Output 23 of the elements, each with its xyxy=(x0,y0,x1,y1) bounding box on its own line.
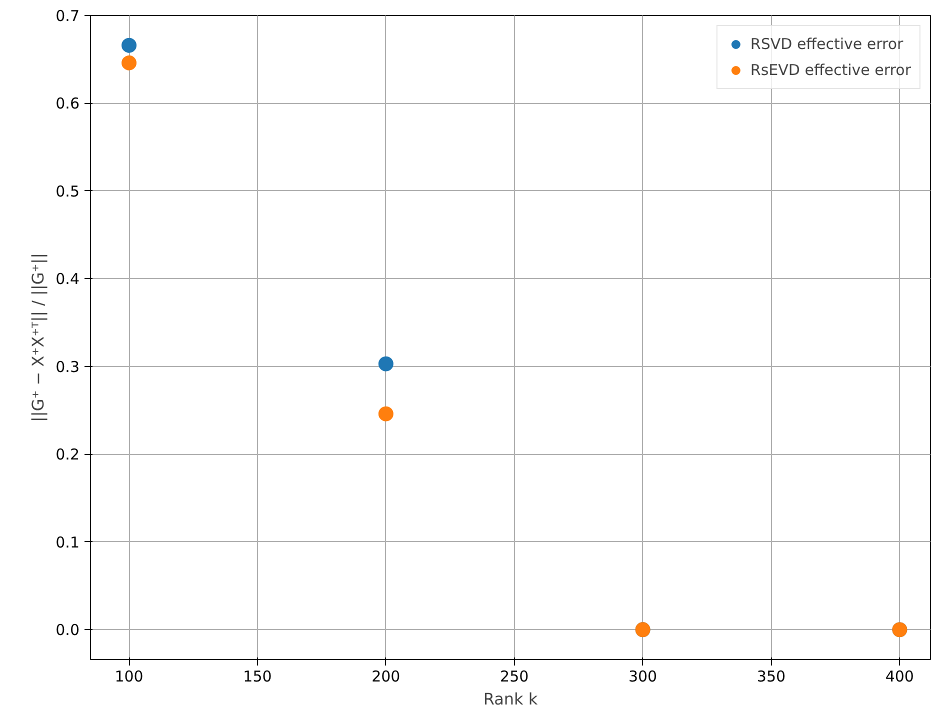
x-tick-label: 200 xyxy=(372,668,400,686)
y-tick-label: 0.1 xyxy=(56,533,80,552)
legend-label: RSVD effective error xyxy=(750,35,904,53)
y-tick-label: 0.7 xyxy=(56,7,80,25)
point xyxy=(378,406,394,422)
point xyxy=(122,38,137,53)
x-tick-label: 100 xyxy=(114,668,144,686)
x-tick-label: 400 xyxy=(885,668,914,686)
x-tick-label: 250 xyxy=(500,668,529,686)
y-tick-label: 0.2 xyxy=(56,446,80,464)
x-axis-title: Rank k xyxy=(483,690,538,708)
y-tick-label: 0.6 xyxy=(56,94,80,113)
x-tick-label: 350 xyxy=(756,668,786,686)
point xyxy=(122,55,137,70)
x-tick-label: 300 xyxy=(628,668,658,686)
legend-label: RsEVD effective error xyxy=(750,61,911,79)
y-tick-label: 0.4 xyxy=(56,270,80,288)
y-tick-label: 0.0 xyxy=(56,621,80,640)
y-tick-label: 0.3 xyxy=(56,358,80,376)
y-axis-title: ||G⁺ − X⁺X⁺ᵀ|| / ||G⁺|| xyxy=(28,253,48,422)
y-tick-label: 0.5 xyxy=(56,182,80,200)
x-tick-label: 150 xyxy=(243,668,272,686)
point xyxy=(378,356,394,372)
